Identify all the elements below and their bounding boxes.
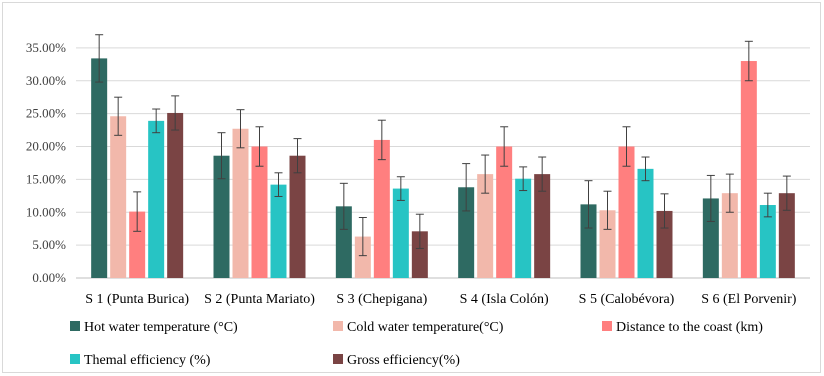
grid — [76, 47, 810, 279]
legend-label: Hot water temperature (°C) — [84, 320, 238, 335]
bar — [496, 146, 513, 278]
bar — [759, 205, 776, 278]
x-axis: S 1 (Punta Burica) S 2 (Punta Mariato) S 3… — [85, 292, 797, 307]
bar — [91, 58, 108, 278]
x-tick-label: S 6 (El Porvenir) — [701, 292, 797, 307]
bar — [354, 236, 371, 278]
x-tick-label: S 3 (Chepigana) — [336, 292, 427, 307]
legend-swatch — [70, 354, 80, 364]
legend-swatch — [333, 321, 343, 331]
legend: Hot water temperature (°C) Cold water tem… — [70, 320, 763, 368]
bar — [148, 120, 165, 278]
bar — [167, 112, 184, 278]
y-tick-label: 30.00% — [26, 73, 66, 88]
y-axis: 0.00% 5.00% 10.00% 15.00% 20.00% 25.00% 30.00%… — [26, 40, 66, 285]
y-tick-label: 0.00% — [32, 270, 66, 285]
x-tick-label: S 2 (Punta Mariato) — [204, 292, 315, 307]
x-tick-label: S 4 (Isla Colón) — [460, 292, 549, 307]
bar — [618, 146, 635, 278]
x-tick-label: S 1 (Punta Burica) — [85, 292, 189, 307]
legend-swatch — [70, 321, 80, 331]
bar — [637, 168, 654, 278]
legend-label: Gross efficiency(%) — [347, 353, 460, 368]
bar — [110, 116, 127, 278]
bar — [335, 206, 352, 278]
bar — [411, 231, 428, 278]
bar — [232, 128, 249, 278]
bar — [213, 155, 230, 278]
bar — [778, 193, 795, 278]
bar — [702, 198, 719, 278]
y-tick-label: 20.00% — [26, 139, 66, 154]
y-tick-label: 5.00% — [32, 237, 66, 252]
bar — [392, 188, 409, 278]
bars — [91, 58, 795, 279]
legend-label: Cold water temperature(°C) — [347, 320, 504, 335]
legend-label: Distance to the coast (km) — [616, 320, 763, 335]
bar — [251, 146, 268, 278]
error-bars — [95, 34, 791, 257]
bar — [289, 155, 306, 278]
bar — [270, 184, 287, 278]
x-tick-label: S 5 (Calobévora) — [579, 292, 675, 307]
y-tick-label: 25.00% — [26, 106, 66, 121]
y-tick-label: 15.00% — [26, 171, 66, 186]
y-tick-label: 10.00% — [26, 204, 66, 219]
bar — [129, 211, 146, 278]
bar — [515, 178, 532, 278]
bar — [477, 174, 494, 278]
bar — [373, 139, 390, 278]
legend-label: Themal efficiency (%) — [84, 353, 211, 368]
y-tick-label: 35.00% — [26, 40, 66, 55]
legend-swatch — [602, 321, 612, 331]
bar — [721, 193, 738, 278]
bar — [534, 174, 551, 278]
bar — [740, 61, 757, 279]
legend-swatch — [333, 354, 343, 364]
bar — [580, 204, 597, 278]
bar — [599, 210, 616, 278]
bar — [458, 187, 475, 278]
